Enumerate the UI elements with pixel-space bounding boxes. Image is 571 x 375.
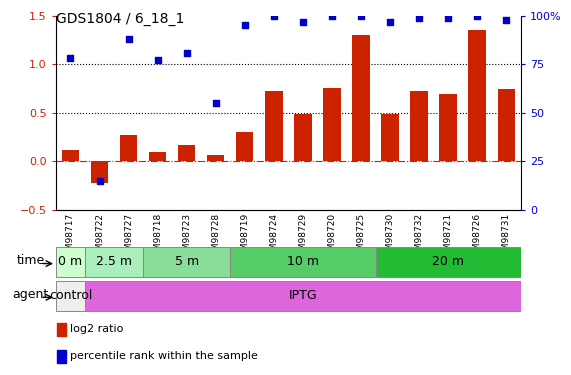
Text: 10 m: 10 m	[287, 255, 319, 268]
Bar	[352, 35, 369, 161]
Text: GDS1804 / 6_18_1: GDS1804 / 6_18_1	[56, 12, 184, 26]
Point	[240, 22, 250, 28]
Text: 2.5 m: 2.5 m	[96, 255, 132, 268]
Point	[211, 100, 220, 106]
Bar	[497, 88, 515, 161]
Point	[327, 13, 336, 19]
Bar	[91, 161, 108, 183]
Point	[356, 13, 365, 19]
Bar	[149, 152, 166, 161]
Text: percentile rank within the sample: percentile rank within the sample	[70, 351, 258, 361]
Bar	[120, 135, 137, 161]
Point	[153, 57, 162, 63]
Text: 0 m: 0 m	[58, 255, 83, 268]
Bar	[323, 88, 341, 161]
Point	[298, 19, 307, 25]
Bar	[56, 280, 85, 311]
Bar	[178, 145, 195, 161]
Bar	[376, 247, 521, 277]
Bar	[57, 351, 66, 363]
Text: 20 m: 20 m	[432, 255, 464, 268]
Bar	[57, 323, 66, 336]
Bar	[265, 90, 283, 161]
Bar	[440, 94, 457, 161]
Bar	[411, 90, 428, 161]
Point	[444, 15, 453, 21]
Text: time: time	[17, 254, 45, 267]
Bar	[236, 132, 254, 161]
Point	[385, 19, 395, 25]
Text: log2 ratio: log2 ratio	[70, 324, 123, 334]
Bar	[207, 154, 224, 161]
Bar	[294, 114, 312, 161]
Bar	[62, 150, 79, 161]
Bar	[85, 247, 143, 277]
Bar	[56, 247, 85, 277]
Point	[270, 13, 279, 19]
Text: control: control	[49, 288, 92, 302]
Point	[473, 13, 482, 19]
Point	[66, 56, 75, 62]
Point	[502, 16, 511, 22]
Text: IPTG: IPTG	[288, 288, 317, 302]
Bar	[468, 30, 486, 161]
Text: 5 m: 5 m	[175, 255, 199, 268]
Bar	[230, 247, 376, 277]
Point	[415, 15, 424, 21]
Text: agent: agent	[13, 288, 49, 300]
Point	[124, 36, 133, 42]
Point	[95, 178, 104, 184]
Point	[182, 50, 191, 55]
Bar	[381, 114, 399, 161]
Bar	[143, 247, 230, 277]
